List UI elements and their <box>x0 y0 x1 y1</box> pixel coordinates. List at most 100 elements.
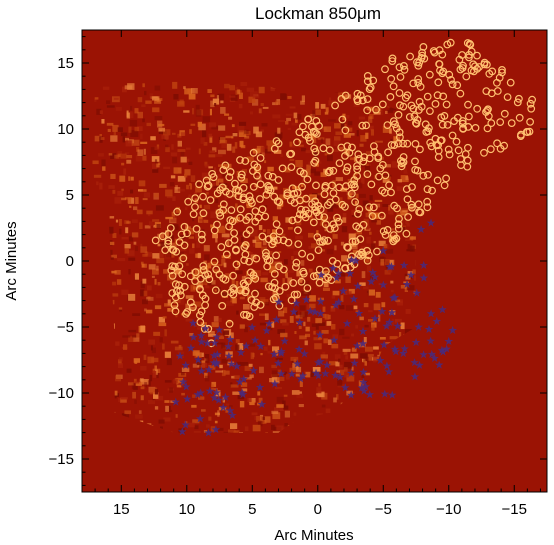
coverage-pixel <box>315 324 319 330</box>
coverage-pixel <box>250 352 254 360</box>
coverage-pixel <box>322 199 329 205</box>
circle-source-marker <box>374 152 383 161</box>
coverage-pixel <box>239 140 244 147</box>
coverage-pixel <box>117 151 123 155</box>
coverage-pixel <box>200 322 207 328</box>
coverage-pixel <box>320 354 328 359</box>
coverage-pixel <box>140 366 147 371</box>
star-source-marker <box>272 315 281 324</box>
coverage-pixel <box>118 363 123 368</box>
coverage-pixel <box>229 85 235 91</box>
circle-source-marker <box>482 108 490 116</box>
circle-source-marker <box>197 235 206 244</box>
circle-source-marker <box>176 291 185 300</box>
coverage-pixel <box>152 219 160 222</box>
circle-source-marker <box>245 257 254 266</box>
coverage-pixel <box>277 127 281 134</box>
coverage-pixel <box>222 173 227 177</box>
circle-source-marker <box>225 190 234 198</box>
coverage-pixel <box>169 387 173 393</box>
coverage-pixel <box>295 314 303 319</box>
coverage-pixel <box>221 358 228 364</box>
coverage-pixel <box>143 354 147 360</box>
coverage-pixel <box>147 285 152 291</box>
coverage-pixel <box>228 116 233 120</box>
coverage-pixel <box>211 126 219 130</box>
coverage-pixel <box>248 363 253 367</box>
star-source-marker <box>226 335 235 344</box>
coverage-pixel <box>350 353 359 359</box>
coverage-pixel <box>170 216 177 223</box>
coverage-pixel <box>102 86 110 90</box>
circle-source-marker <box>378 100 387 109</box>
coverage-pixel <box>134 273 139 280</box>
circle-source-marker <box>366 83 375 92</box>
circle-source-marker <box>341 202 349 211</box>
coverage-pixel <box>170 175 176 179</box>
coverage-pixel <box>296 270 300 277</box>
star-source-marker <box>188 318 198 327</box>
coverage-pixel <box>148 380 151 386</box>
circle-source-marker <box>363 170 372 179</box>
circle-source-marker <box>354 209 362 218</box>
coverage-pixel <box>114 154 120 159</box>
y-tick-label: 5 <box>66 187 74 204</box>
coverage-pixel <box>389 128 392 134</box>
coverage-pixel <box>182 240 186 246</box>
circle-source-marker <box>395 214 403 223</box>
coverage-pixel <box>184 207 188 211</box>
coverage-pixel <box>142 155 147 161</box>
circle-source-marker <box>199 266 208 274</box>
coverage-pixel <box>144 382 148 388</box>
coverage-pixel <box>241 168 247 173</box>
coverage-pixel <box>364 361 367 366</box>
coverage-pixel <box>278 251 282 254</box>
coverage-pixel <box>208 365 216 370</box>
coverage-pixel <box>351 209 357 215</box>
circle-source-marker <box>251 289 259 298</box>
coverage-pixel <box>381 229 387 233</box>
circle-source-marker <box>250 303 259 311</box>
star-source-marker <box>334 268 343 277</box>
circle-source-marker <box>368 212 377 221</box>
coverage-pixel <box>94 98 97 102</box>
coverage-pixel <box>387 109 394 113</box>
coverage-pixel <box>125 140 133 147</box>
coverage-pixel <box>260 299 269 304</box>
star-source-marker <box>352 341 362 350</box>
coverage-pixel <box>171 305 178 308</box>
coverage-pixel <box>280 93 287 100</box>
coverage-pixel <box>102 166 106 171</box>
coverage-pixel <box>248 96 256 103</box>
coverage-pixel <box>195 233 200 239</box>
circle-source-marker <box>493 139 502 148</box>
coverage-pixel <box>346 191 354 196</box>
coverage-pixel <box>395 299 401 302</box>
coverage-pixel <box>298 144 304 147</box>
coverage-pixel <box>244 129 249 134</box>
coverage-pixel <box>289 143 296 148</box>
coverage-pixel <box>412 269 416 275</box>
coverage-pixel <box>154 278 157 285</box>
coverage-pixel <box>121 237 129 240</box>
circle-source-marker <box>244 277 252 286</box>
coverage-pixel <box>330 219 333 223</box>
coverage-pixel <box>384 164 391 168</box>
coverage-pixel <box>106 122 114 126</box>
coverage-pixel <box>383 174 392 177</box>
coverage-pixel <box>168 405 171 413</box>
coverage-pixel <box>363 356 369 363</box>
coverage-pixel <box>189 183 192 186</box>
coverage-pixel <box>325 408 331 414</box>
coverage-pixel <box>256 416 263 422</box>
star-source-marker <box>331 300 340 309</box>
coverage-pixel <box>157 282 161 286</box>
coverage-pixel <box>287 96 292 99</box>
coverage-pixel <box>287 245 295 249</box>
coverage-pixel <box>176 377 184 385</box>
circle-source-marker <box>363 256 372 265</box>
star-source-marker <box>410 358 419 367</box>
circle-source-marker <box>440 111 449 120</box>
circle-source-marker <box>303 175 312 184</box>
circle-source-marker <box>507 119 516 127</box>
